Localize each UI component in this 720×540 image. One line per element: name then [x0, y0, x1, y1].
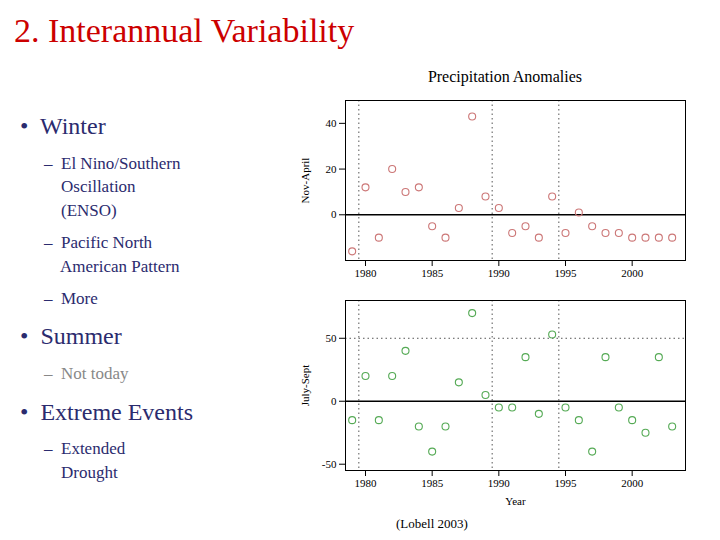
- svg-text:July-Sept: July-Sept: [299, 365, 311, 407]
- svg-text:0: 0: [331, 208, 337, 220]
- svg-text:1985: 1985: [421, 477, 444, 489]
- svg-text:1980: 1980: [355, 267, 378, 279]
- svg-text:50: 50: [326, 332, 338, 344]
- svg-text:2000: 2000: [621, 477, 644, 489]
- svg-text:2000: 2000: [621, 267, 644, 279]
- svg-text:40: 40: [326, 117, 338, 129]
- svg-text:Year: Year: [505, 495, 526, 507]
- svg-text:1995: 1995: [555, 267, 578, 279]
- html-text:– El Nino/Southern Oscillation: – El Nino/Southern Oscillation (ENSO): [44, 153, 181, 221]
- svg-text:Nov-April: Nov-April: [299, 158, 311, 204]
- html-text:– More: – More: [44, 288, 98, 308]
- html-text:• Summer: • Summer: [20, 323, 122, 350]
- svg-text:1995: 1995: [555, 477, 578, 489]
- svg-text:1985: 1985: [421, 267, 444, 279]
- html-text:• Extreme Events: • Extreme Events: [20, 398, 193, 425]
- svg-text:-50: -50: [322, 458, 337, 470]
- svg-text:1990: 1990: [488, 267, 511, 279]
- html-text:– Extended Drought: – Extended Drought: [44, 439, 126, 483]
- svg-text:20: 20: [326, 163, 338, 175]
- html-text:Precipitation Anomalies: Precipitation Anomalies: [427, 68, 583, 85]
- html-text:– Not today: – Not today: [44, 364, 129, 383]
- html-text:– Pacific North American Patte: – Pacific North American Pattern: [44, 233, 180, 276]
- svg-text:0: 0: [331, 395, 337, 407]
- html-text:(Lobell 2003): (Lobell 2003): [396, 516, 468, 531]
- html-text:2. Interannual Variability: 2. Interannual Variability: [14, 12, 355, 49]
- html-text:• Winter: • Winter: [20, 113, 106, 139]
- svg-text:1990: 1990: [488, 477, 511, 489]
- svg-text:1980: 1980: [355, 477, 378, 489]
